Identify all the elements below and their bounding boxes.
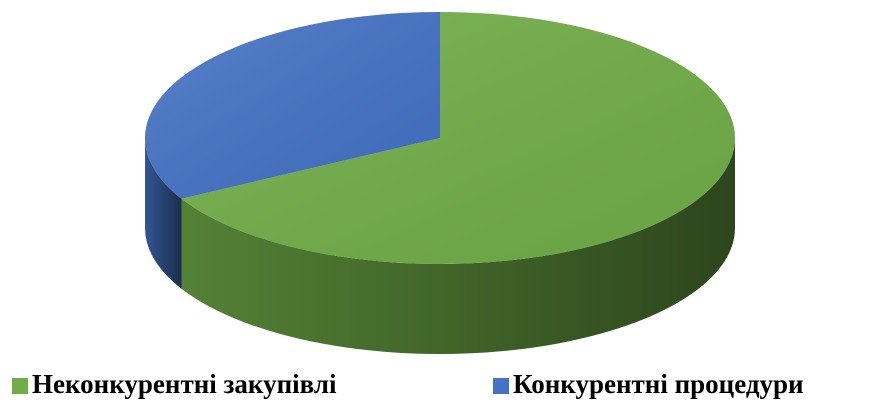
pie-slice-shade <box>181 12 736 264</box>
pie-side-shade <box>145 138 182 289</box>
legend-label: Неконкурентні закупівлі <box>32 369 337 399</box>
pie-side-shade <box>181 138 736 354</box>
legend-label: Конкурентні процедури <box>513 369 804 399</box>
legend-swatch <box>12 378 28 394</box>
pie-slice-shade <box>145 12 440 199</box>
legend-swatch <box>493 378 509 394</box>
